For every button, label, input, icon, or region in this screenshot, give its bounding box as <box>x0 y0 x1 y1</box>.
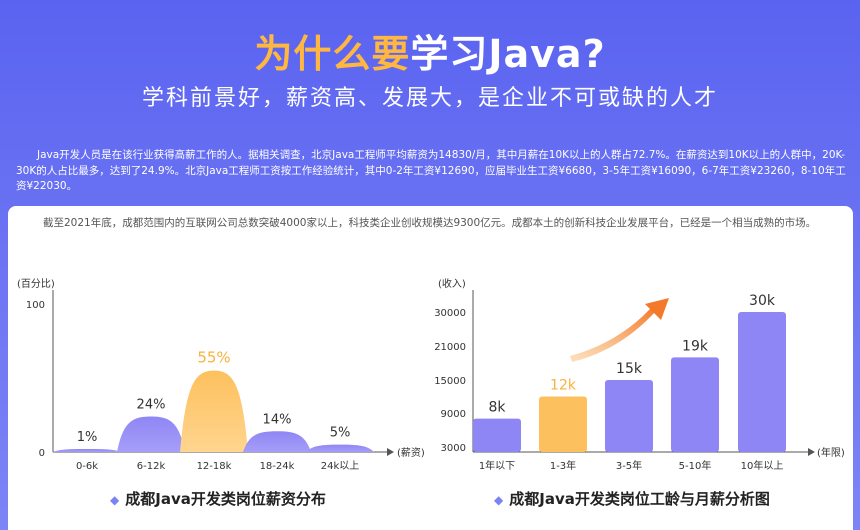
y-axis-title: (百分比) <box>17 278 55 290</box>
x-tick-label: 1年以下 <box>479 459 515 472</box>
chart2-caption: ◆ 成都Java开发类岗位工龄与月薪分析图 <box>494 488 770 511</box>
x-axis-arrow <box>387 448 394 456</box>
x-tick-label: 5-10年 <box>679 459 712 472</box>
page-subtitle: 学科前景好，薪资高、发展大，是企业不可或缺的人才 <box>141 86 718 111</box>
data-label: 30k <box>749 293 776 309</box>
x-tick-label: 18-24k <box>260 461 295 472</box>
card-paragraph: 截至2021年底，成都范围内的互联网公司总数突破4000家以上，科技类企业创收规… <box>43 217 817 229</box>
data-label: 1% <box>77 430 98 445</box>
x-axis-title: (薪资) <box>397 447 425 459</box>
page-title: 为什么要学习Java? <box>0 30 860 78</box>
data-label: 8k <box>488 400 506 416</box>
chart1-caption: ◆ 成都Java开发类岗位薪资分布 <box>110 488 326 511</box>
y-tick-label: 21000 <box>434 342 466 353</box>
title-rest: 学习Java? <box>410 32 606 76</box>
bar <box>738 312 786 452</box>
diamond-icon: ◆ <box>110 493 120 507</box>
x-tick-label: 24k以上 <box>321 460 360 472</box>
x-tick-label: 6-12k <box>137 461 166 472</box>
y-tick-label: 9000 <box>441 409 466 420</box>
y-axis-title: (收入) <box>438 277 466 290</box>
intro-paragraph: Java开发人员是在该行业获得高薪工作的人。据相关调查，北京Java工程师平均薪… <box>16 149 846 192</box>
data-label: 5% <box>330 426 351 441</box>
trend-arrow-head <box>645 298 669 320</box>
data-label: 24% <box>137 397 166 412</box>
data-label: 55% <box>197 349 230 367</box>
area-mound <box>53 449 121 452</box>
data-label: 15k <box>616 361 643 377</box>
x-tick-label: 1-3年 <box>550 459 576 472</box>
y-tick-label: 15000 <box>434 376 466 387</box>
bar <box>671 357 719 452</box>
data-label: 19k <box>682 338 709 354</box>
diamond-icon: ◆ <box>494 493 504 507</box>
x-axis-arrow <box>808 448 815 456</box>
chart1-title: 成都Java开发类岗位薪资分布 <box>125 490 326 508</box>
area-mound <box>180 370 248 452</box>
y-tick-label: 100 <box>26 300 45 311</box>
y-tick-label: 30000 <box>434 308 466 319</box>
data-label: 12k <box>550 378 577 394</box>
area-mound <box>243 431 311 452</box>
x-tick-label: 3-5年 <box>616 459 642 472</box>
area-mound <box>117 416 185 452</box>
x-axis-title: (年限) <box>817 446 845 459</box>
bar <box>539 396 587 452</box>
trend-arrow-body <box>570 308 655 362</box>
data-label: 14% <box>263 412 292 427</box>
x-tick-label: 0-6k <box>76 461 98 472</box>
area-mound <box>306 444 374 452</box>
title-highlight: 为什么要 <box>254 32 411 76</box>
y-tick-label: 3000 <box>441 443 466 454</box>
y-tick-label: 0 <box>39 448 45 459</box>
chart2-title: 成都Java开发类岗位工龄与月薪分析图 <box>509 490 770 508</box>
x-tick-label: 10年以上 <box>741 459 784 472</box>
bar <box>473 418 521 452</box>
bar <box>605 380 653 452</box>
x-tick-label: 12-18k <box>197 461 232 472</box>
